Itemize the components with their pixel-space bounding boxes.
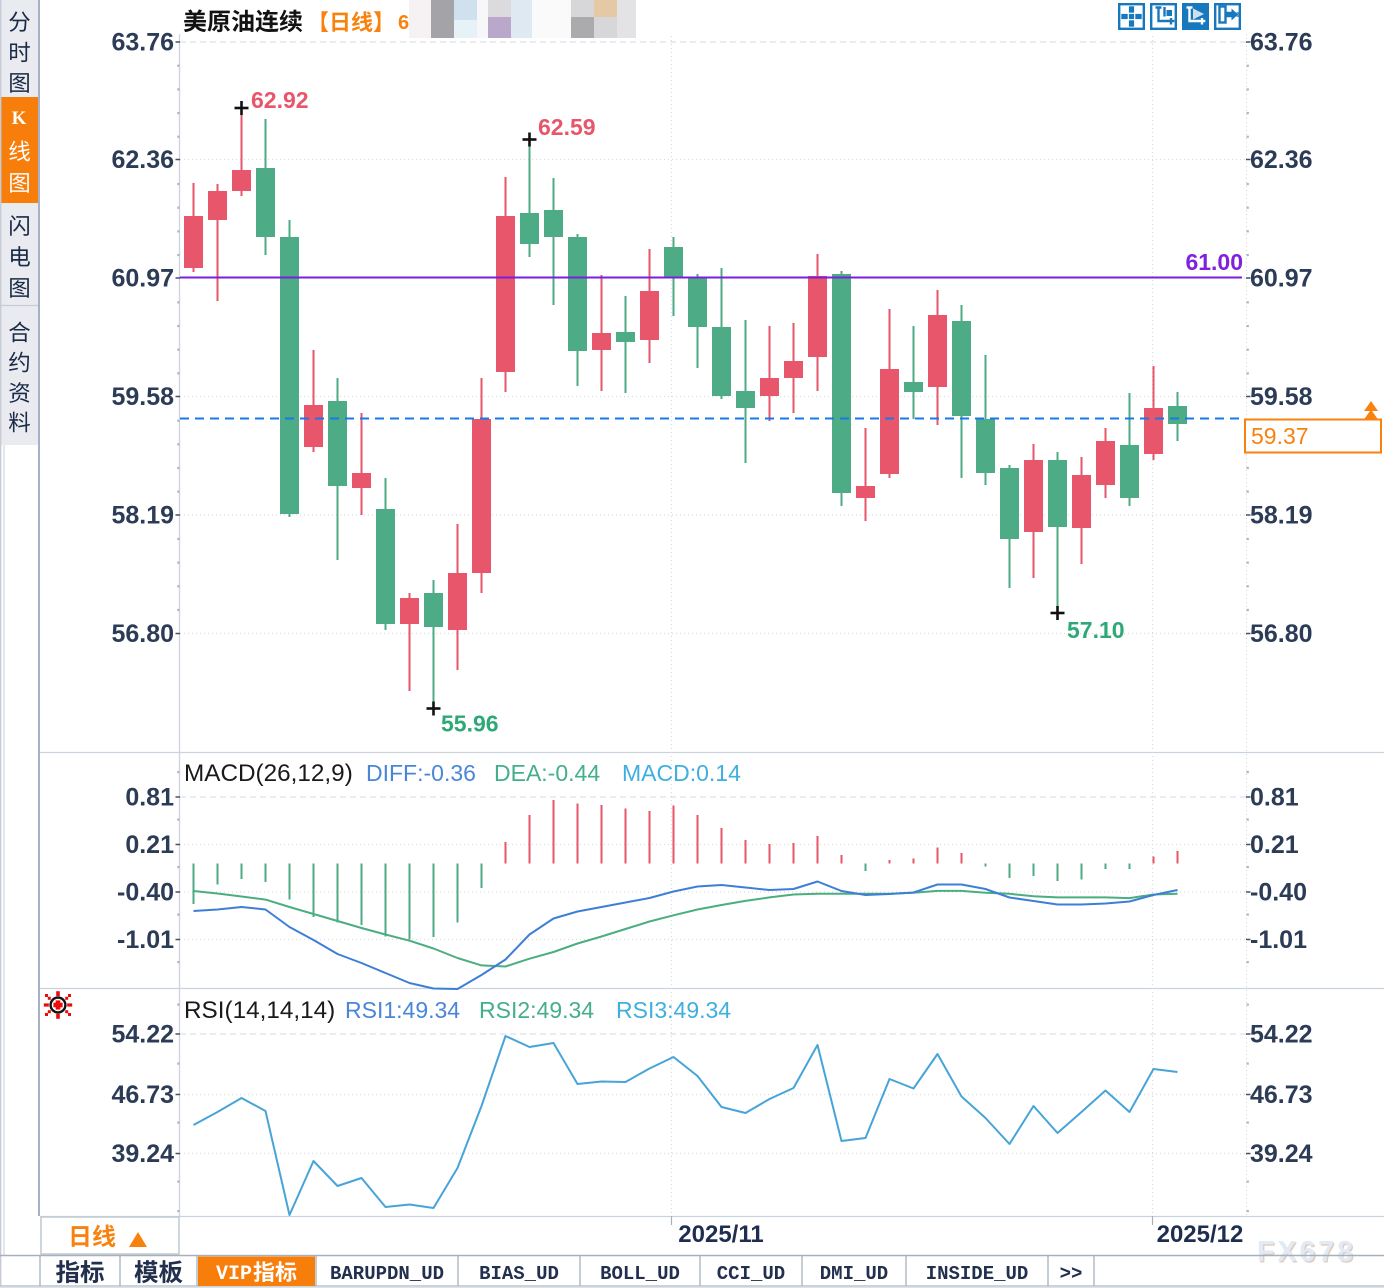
svg-text:54.22: 54.22: [111, 1021, 174, 1049]
svg-text:62.36: 62.36: [111, 146, 174, 174]
svg-text:0.21: 0.21: [125, 831, 174, 859]
svg-text:0.81: 0.81: [125, 784, 174, 812]
svg-text:56.80: 56.80: [111, 620, 174, 648]
svg-text:62.92: 62.92: [251, 87, 309, 113]
svg-text:BIAS_UD: BIAS_UD: [479, 1263, 559, 1285]
svg-text:RSI2:49.34: RSI2:49.34: [479, 997, 594, 1023]
svg-text:2025/12: 2025/12: [1157, 1221, 1244, 1248]
svg-text:62.36: 62.36: [1250, 146, 1313, 174]
svg-text:60.97: 60.97: [1250, 265, 1313, 293]
svg-text:59.58: 59.58: [1250, 383, 1313, 411]
svg-text:BARUPDN_UD: BARUPDN_UD: [330, 1263, 444, 1285]
svg-text:0.81: 0.81: [1250, 784, 1299, 812]
svg-text:62.59: 62.59: [538, 114, 596, 140]
svg-text:RSI1:49.34: RSI1:49.34: [345, 997, 460, 1023]
svg-text:59.37: 59.37: [1251, 423, 1309, 449]
svg-text:59.58: 59.58: [111, 383, 174, 411]
svg-text:46.73: 46.73: [111, 1081, 174, 1109]
svg-text:RSI3:49.34: RSI3:49.34: [616, 997, 731, 1023]
svg-text:DIFF:-0.36: DIFF:-0.36: [366, 760, 476, 786]
svg-text:2025/11: 2025/11: [678, 1221, 763, 1248]
svg-text:58.19: 58.19: [1250, 502, 1313, 530]
svg-text:FX678: FX678: [1258, 1238, 1357, 1270]
svg-text:0.21: 0.21: [1250, 831, 1299, 859]
svg-text:63.76: 63.76: [1250, 29, 1313, 57]
svg-text:K: K: [12, 108, 27, 129]
svg-text:60.97: 60.97: [111, 265, 174, 293]
svg-text:54.22: 54.22: [1250, 1021, 1313, 1049]
svg-text:61.00: 61.00: [1185, 249, 1243, 275]
svg-text:RSI(14,14,14): RSI(14,14,14): [184, 997, 335, 1024]
svg-text:55.96: 55.96: [441, 711, 499, 737]
svg-text:DEA:-0.44: DEA:-0.44: [494, 760, 600, 786]
svg-text:39.24: 39.24: [1250, 1140, 1313, 1168]
svg-text:-1.01: -1.01: [117, 926, 174, 954]
svg-text:VIP: VIP: [216, 1263, 252, 1286]
svg-text:39.24: 39.24: [111, 1140, 174, 1168]
svg-text:FX678: FX678: [1257, 1236, 1356, 1268]
svg-text:INSIDE_UD: INSIDE_UD: [926, 1263, 1029, 1285]
svg-text:58.19: 58.19: [111, 502, 174, 530]
svg-text:BOLL_UD: BOLL_UD: [600, 1263, 680, 1285]
svg-text:6: 6: [398, 12, 409, 34]
svg-text:46.73: 46.73: [1250, 1081, 1313, 1109]
svg-text:>>: >>: [1060, 1263, 1083, 1285]
svg-text:MACD(26,12,9): MACD(26,12,9): [184, 760, 353, 787]
svg-text:DMI_UD: DMI_UD: [820, 1263, 888, 1285]
svg-text:-0.40: -0.40: [1250, 879, 1307, 907]
svg-text:CCI_UD: CCI_UD: [717, 1263, 785, 1285]
svg-text:-0.40: -0.40: [117, 879, 174, 907]
svg-text:57.10: 57.10: [1067, 617, 1125, 643]
svg-text:MACD:0.14: MACD:0.14: [622, 760, 741, 786]
svg-text:56.80: 56.80: [1250, 620, 1313, 648]
svg-text:-1.01: -1.01: [1250, 926, 1307, 954]
svg-text:63.76: 63.76: [111, 29, 174, 57]
